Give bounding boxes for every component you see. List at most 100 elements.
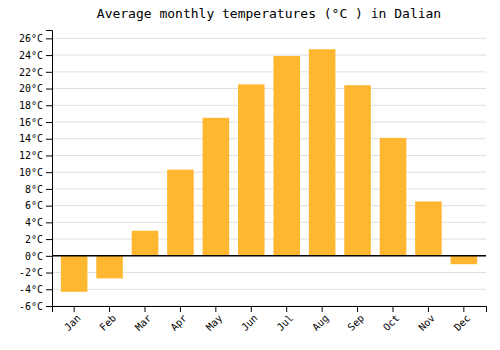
x-tick-label: Oct	[381, 312, 402, 333]
y-tick-mark	[46, 139, 52, 140]
grid-line	[52, 138, 486, 139]
bar	[238, 84, 265, 255]
y-tick: 2°C	[25, 234, 52, 245]
y-tick-mark	[46, 122, 52, 123]
y-tick: 10°C	[19, 167, 52, 178]
y-tick-label: 4°C	[25, 217, 43, 228]
y-tick: -4°C	[19, 284, 52, 295]
x-tick-label: Apr	[168, 312, 189, 333]
x-tick-mark	[357, 306, 358, 312]
grid-line	[52, 88, 486, 89]
y-tick-mark	[46, 239, 52, 240]
x-tick-mark	[463, 306, 464, 312]
y-tick-label: 24°C	[19, 50, 43, 61]
x-tick-mark	[74, 306, 75, 312]
x-tick: Jan	[62, 306, 83, 333]
x-tick-label: Feb	[98, 312, 119, 333]
y-tick-mark	[46, 256, 52, 257]
y-tick-label: -2°C	[19, 267, 43, 278]
x-tick-label: Sep	[346, 312, 367, 333]
x-tick-mark	[145, 306, 146, 312]
x-tick-mark	[322, 306, 323, 312]
y-tick: 0°C	[25, 251, 52, 262]
y-tick-label: 14°C	[19, 133, 43, 144]
grid-line	[52, 55, 486, 56]
y-tick-mark	[46, 273, 52, 274]
x-tick: Jun	[239, 306, 260, 333]
y-tick-mark	[46, 206, 52, 207]
y-tick: 8°C	[25, 184, 52, 195]
x-axis: JanFebMarAprMayJunJulAugSepOctNovDec	[53, 306, 487, 333]
y-tick: -6°C	[19, 301, 52, 312]
bar	[167, 170, 194, 256]
x-tick-label: Mar	[133, 312, 154, 333]
y-tick: 14°C	[19, 133, 52, 144]
x-tick: Mar	[133, 306, 154, 333]
y-tick: 12°C	[19, 150, 52, 161]
x-tick-label: May	[204, 312, 225, 333]
x-tick: Nov	[416, 306, 437, 333]
chart: -6°C -4°C -2°C 0°C 2°C 4°C 6°C 8°C 10°C 12°C 14°C 1…	[0, 0, 500, 350]
y-tick-mark	[46, 172, 52, 173]
y-tick-label: -4°C	[19, 284, 43, 295]
grid-line	[52, 172, 486, 173]
x-tick-mark	[286, 306, 287, 312]
y-tick-label: 22°C	[19, 67, 43, 78]
x-tick-label: Aug	[310, 312, 331, 333]
y-tick-mark	[46, 155, 52, 156]
y-tick-label: 20°C	[19, 83, 43, 94]
grid	[52, 38, 486, 306]
y-tick-mark	[46, 222, 52, 223]
y-tick-mark	[46, 38, 52, 39]
x-tick-label: Dec	[452, 312, 473, 333]
y-tick-mark	[46, 289, 52, 290]
x-axis-line	[53, 307, 487, 313]
grid-line	[52, 105, 486, 106]
x-tick-mark	[180, 306, 181, 312]
grid-line	[52, 155, 486, 156]
y-tick: 26°C	[19, 33, 52, 44]
y-axis-line	[46, 31, 53, 307]
bar	[415, 201, 442, 255]
x-tick-label: Nov	[416, 312, 437, 333]
y-tick-label: 12°C	[19, 150, 43, 161]
x-tick-mark	[109, 306, 110, 312]
y-tick-label: 6°C	[25, 200, 43, 211]
bar	[309, 49, 336, 256]
y-tick-label: 0°C	[25, 251, 43, 262]
bar	[203, 118, 230, 256]
x-tick: Aug	[310, 306, 331, 333]
x-tick-label: Jun	[239, 312, 260, 333]
x-tick-mark	[215, 306, 216, 312]
x-tick: Oct	[381, 306, 402, 333]
x-tick: Apr	[168, 306, 189, 333]
y-tick-label: 2°C	[25, 234, 43, 245]
x-tick: May	[204, 306, 225, 333]
y-axis: -6°C -4°C -2°C 0°C 2°C 4°C 6°C 8°C 10°C 12°C 14°C 1…	[19, 31, 53, 312]
y-tick-mark	[46, 306, 52, 307]
y-tick-label: 16°C	[19, 117, 43, 128]
y-tick: -2°C	[19, 267, 52, 278]
x-tick: Sep	[346, 306, 367, 333]
bar	[132, 231, 159, 256]
y-tick: 22°C	[19, 67, 52, 78]
bar	[96, 256, 123, 279]
y-tick: 24°C	[19, 50, 52, 61]
y-tick-mark	[46, 189, 52, 190]
zero-line	[52, 255, 486, 257]
x-tick-mark	[428, 306, 429, 312]
grid-line	[52, 122, 486, 123]
grid-line	[52, 188, 486, 189]
bar	[61, 256, 88, 292]
y-tick-mark	[46, 55, 52, 56]
bar	[273, 56, 300, 256]
y-tick-label: 26°C	[19, 33, 43, 44]
y-tick-mark	[46, 72, 52, 73]
bar	[451, 256, 478, 264]
y-tick: 18°C	[19, 100, 52, 111]
y-tick-label: -6°C	[19, 301, 43, 312]
y-tick-label: 8°C	[25, 184, 43, 195]
y-tick: 20°C	[19, 83, 52, 94]
grid-line	[52, 255, 486, 256]
x-tick-label: Jan	[62, 312, 83, 333]
